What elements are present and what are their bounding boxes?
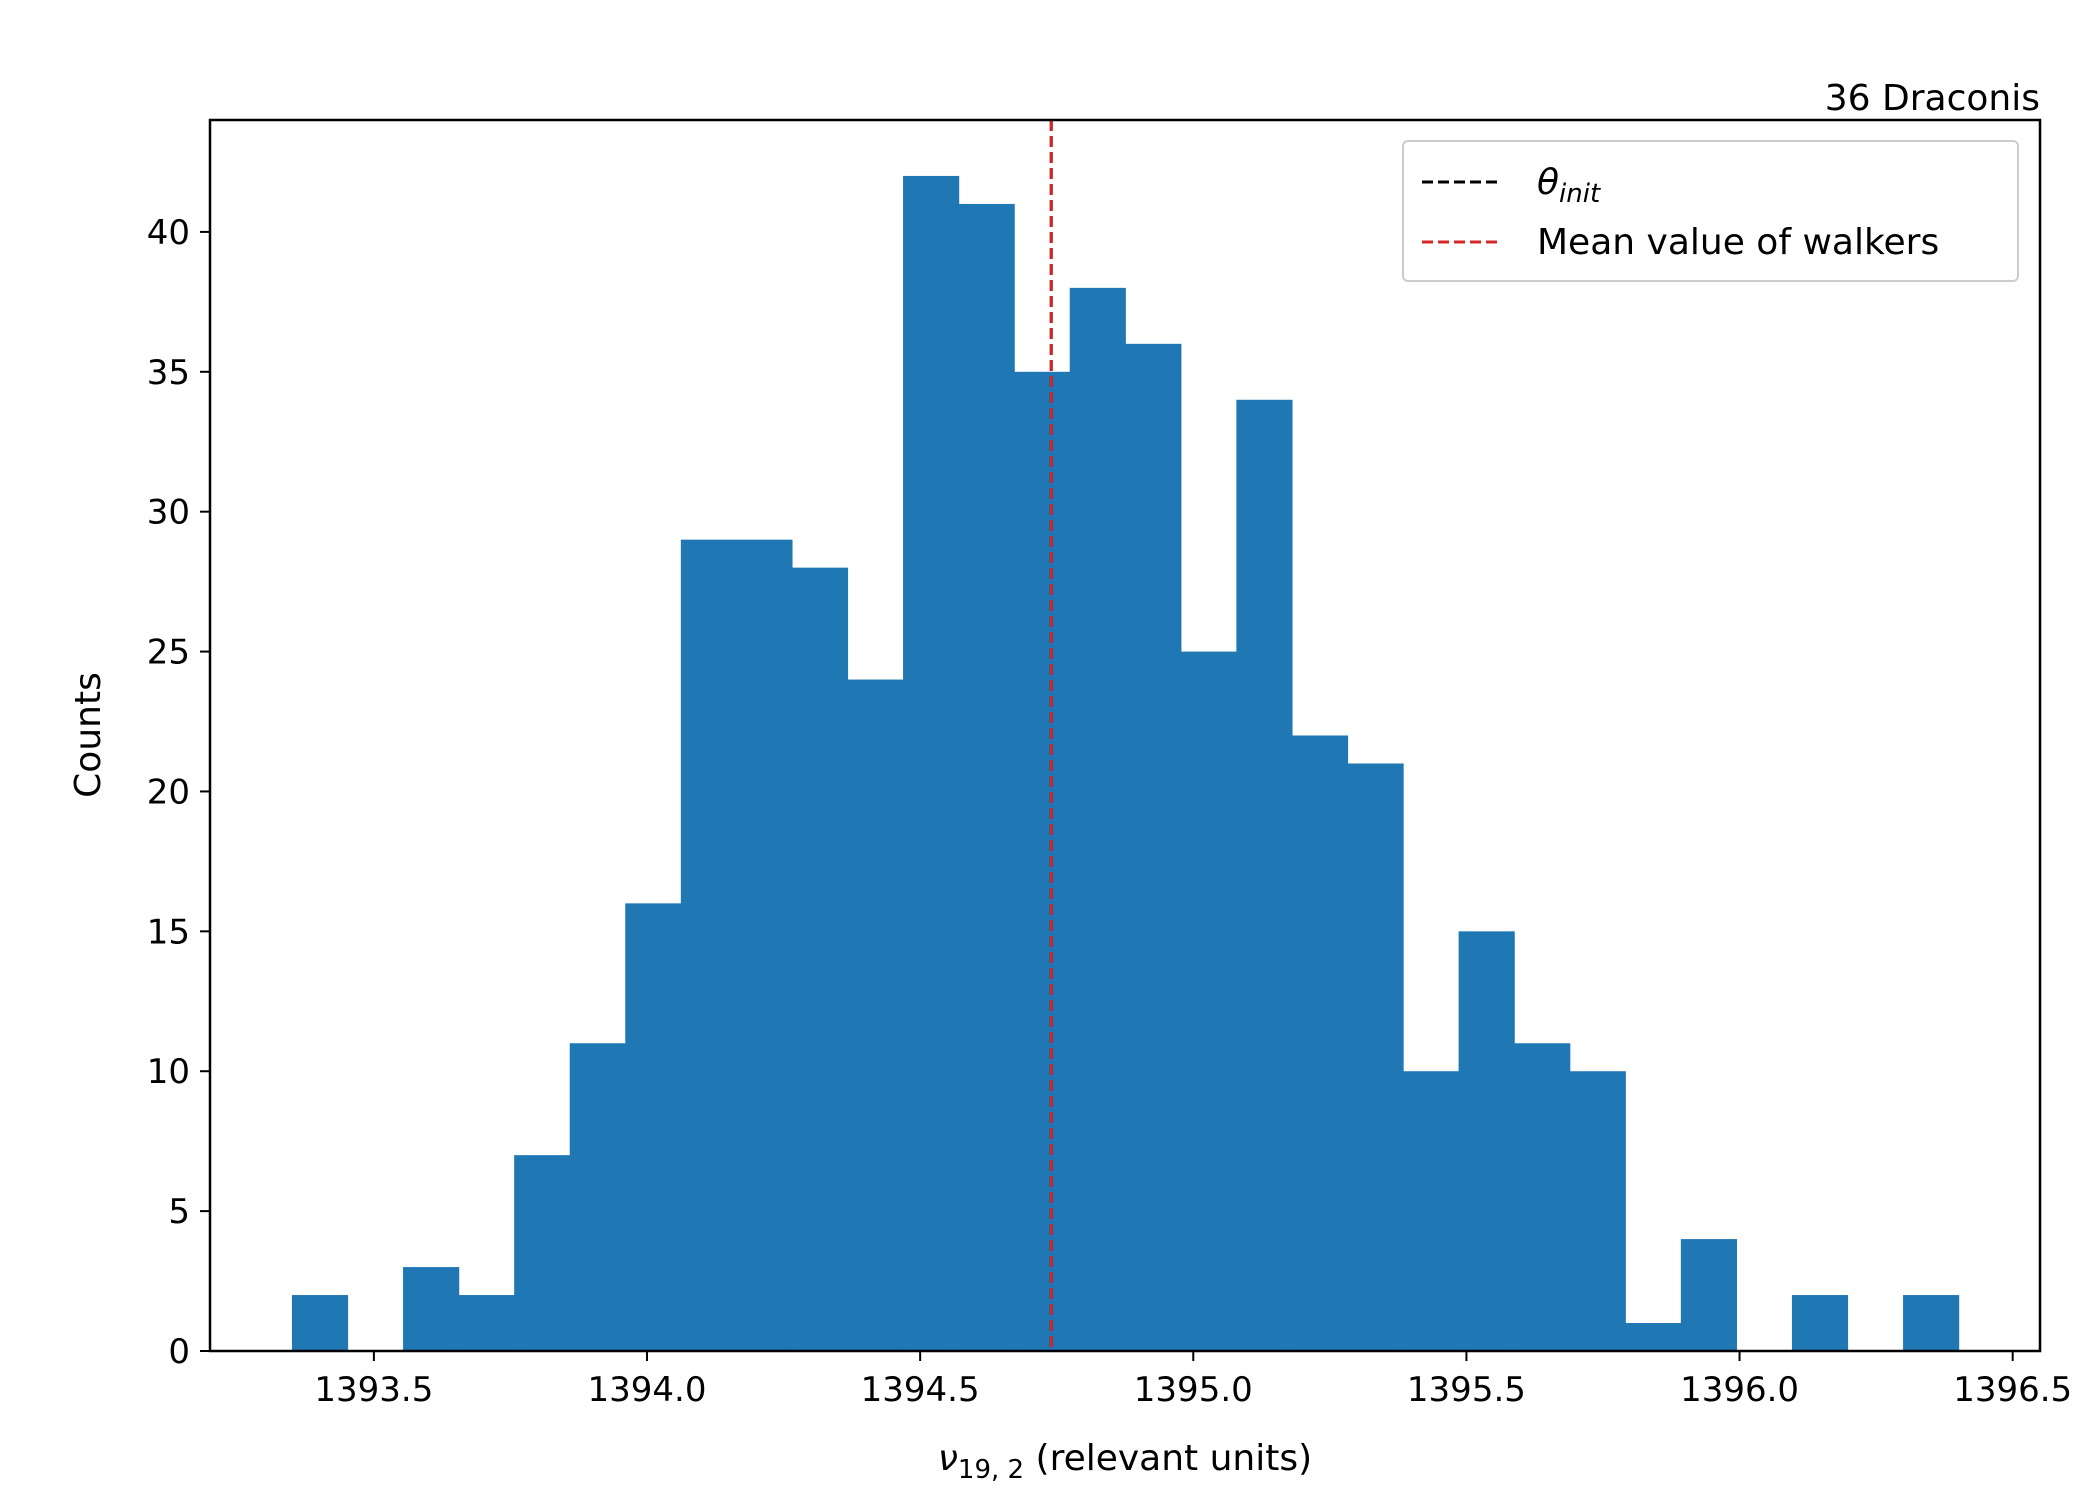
histogram-bar — [1680, 1239, 1737, 1351]
y-tick-label: 10 — [147, 1052, 190, 1092]
x-tick-label: 1395.5 — [1407, 1370, 1526, 1410]
y-axis-ticks: 0 5 10 15 20 25 30 35 40 — [147, 213, 210, 1372]
y-tick-label: 30 — [147, 493, 190, 533]
histogram-bar — [569, 1043, 626, 1351]
histogram-bar — [736, 539, 793, 1351]
x-tick-label: 1394.5 — [861, 1370, 980, 1410]
histogram-bar — [847, 679, 904, 1351]
histogram-bar — [291, 1295, 349, 1351]
x-tick-label: 1396.5 — [1953, 1370, 2072, 1410]
histogram-bar — [1180, 651, 1237, 1351]
histogram-bar — [1458, 931, 1515, 1351]
legend-label-theta-subscript: init — [1559, 179, 1601, 209]
y-tick-label: 25 — [147, 633, 190, 673]
legend: θinit Mean value of walkers — [1402, 140, 2019, 282]
legend-label-mean: Mean value of walkers — [1537, 222, 1939, 263]
legend-label-theta-symbol: θ — [1537, 162, 1559, 203]
histogram-bar — [1569, 1071, 1626, 1351]
histogram-bar — [1069, 287, 1126, 1351]
histogram-bar — [1125, 343, 1182, 1351]
x-tick-label: 1395.0 — [1134, 1370, 1253, 1410]
histogram-bar — [680, 539, 737, 1351]
x-axis-label-units: (relevant units) — [1024, 1438, 1312, 1479]
histogram-bar — [1903, 1295, 1960, 1351]
x-axis-label: ν19, 2 (relevant units) — [938, 1438, 1312, 1485]
chart-title: 36 Draconis — [1825, 78, 2040, 119]
y-tick-label: 40 — [147, 213, 190, 253]
y-tick-label: 15 — [147, 912, 190, 952]
y-tick-label: 35 — [147, 353, 190, 393]
x-axis-label-subscript: 19, 2 — [958, 1455, 1024, 1485]
y-axis-label: Counts — [68, 672, 109, 798]
histogram-bar — [1514, 1043, 1571, 1351]
x-axis-label-symbol: ν — [938, 1438, 958, 1479]
histogram-bar — [1625, 1323, 1682, 1351]
histogram-bar — [903, 175, 960, 1352]
x-tick-label: 1394.0 — [588, 1370, 707, 1410]
plot-frame — [208, 118, 2042, 1353]
x-tick-label: 1393.5 — [314, 1370, 433, 1410]
histogram-bar — [1291, 735, 1349, 1351]
x-axis-ticks: 1393.5 1394.0 1394.5 1395.0 1395.5 1396.0 1396… — [314, 1351, 2072, 1410]
histogram-bar — [1014, 371, 1071, 1351]
histogram-bar — [958, 203, 1015, 1352]
legend-label-theta-init: θinit — [1537, 162, 1601, 209]
histogram-bar — [1791, 1295, 1849, 1351]
histogram-bar — [403, 1267, 460, 1351]
legend-box — [1402, 140, 2019, 282]
histogram-bar — [458, 1295, 515, 1351]
histogram-bar — [791, 567, 849, 1351]
histogram-bar — [1347, 763, 1404, 1351]
histogram-bar — [514, 1155, 571, 1351]
histogram-bar — [1236, 399, 1293, 1351]
y-tick-label: 0 — [168, 1332, 190, 1372]
y-tick-label: 20 — [147, 772, 190, 812]
histogram-bar — [1403, 1071, 1460, 1351]
x-tick-label: 1396.0 — [1680, 1370, 1799, 1410]
histogram-bars — [291, 175, 1960, 1352]
histogram-bar — [625, 903, 682, 1351]
y-tick-label: 5 — [168, 1192, 190, 1232]
